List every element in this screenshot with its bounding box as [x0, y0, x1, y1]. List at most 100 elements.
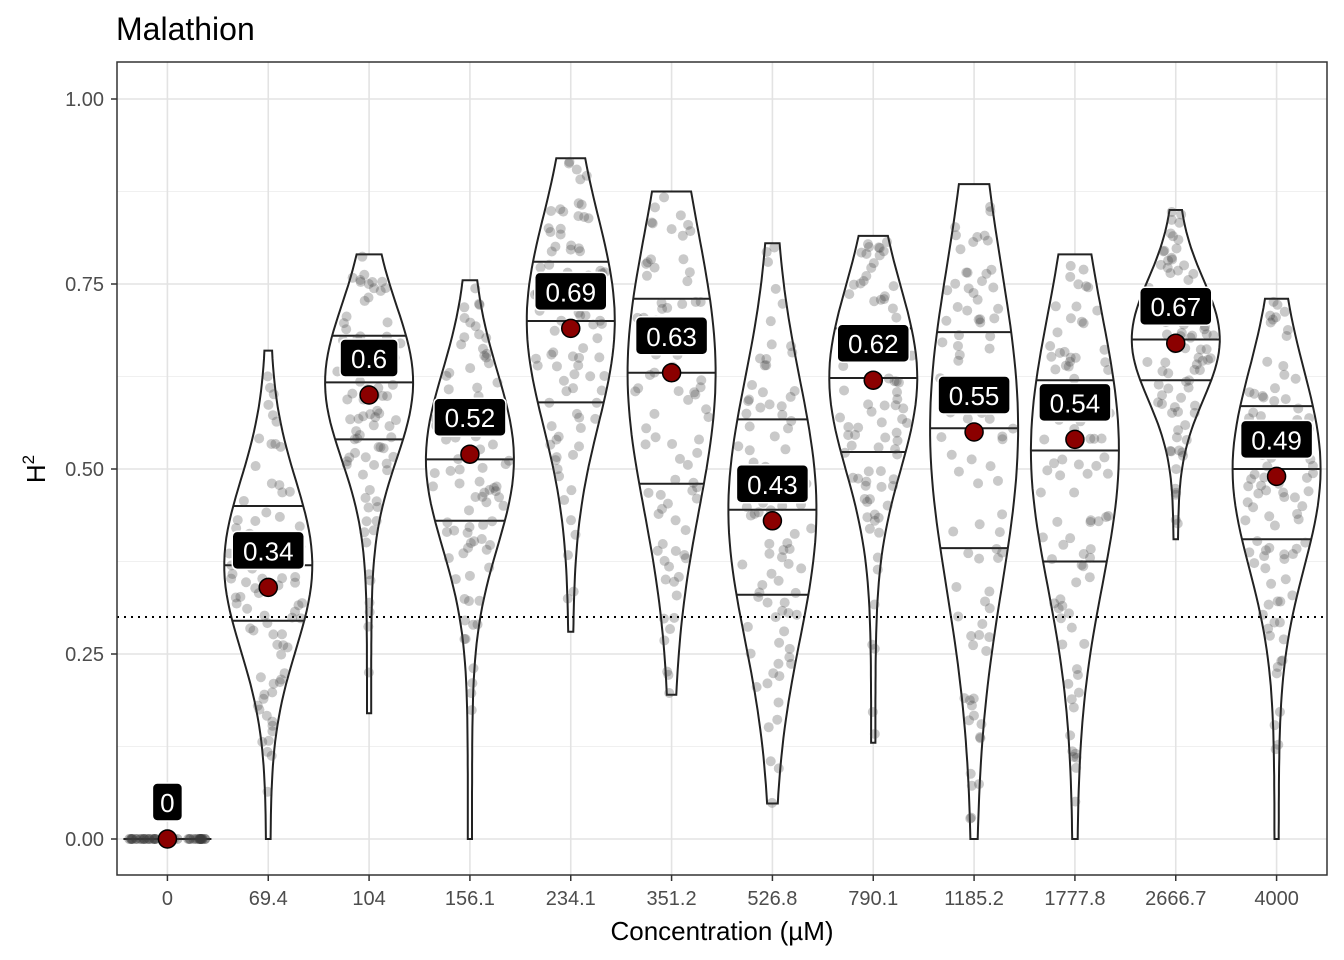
data-point [467, 678, 478, 689]
data-point [1170, 483, 1181, 494]
data-point [1249, 469, 1260, 480]
data-point [866, 262, 877, 273]
data-point [1176, 392, 1187, 403]
data-point [663, 669, 674, 680]
data-point [762, 597, 773, 608]
data-point [682, 276, 693, 287]
data-point [1157, 366, 1168, 377]
data-point [763, 257, 774, 268]
median-label-box [231, 530, 305, 571]
data-point [1054, 347, 1065, 358]
data-point [966, 780, 977, 791]
data-point [266, 478, 277, 489]
data-point [1171, 464, 1182, 475]
data-point [875, 466, 886, 477]
data-point [769, 242, 780, 253]
data-point [575, 174, 586, 185]
data-point [1173, 425, 1184, 436]
data-point [902, 417, 913, 428]
data-point [580, 310, 591, 321]
data-point [360, 492, 371, 503]
data-point [342, 456, 353, 467]
data-point [274, 480, 285, 491]
data-point [458, 548, 469, 559]
data-point [953, 355, 964, 366]
data-point [242, 603, 253, 614]
data-point [1264, 630, 1275, 641]
data-point [660, 574, 671, 585]
data-point [786, 658, 797, 669]
data-point [558, 375, 569, 386]
data-point [1049, 458, 1060, 469]
violin-group-351.2 [626, 190, 717, 699]
data-point [835, 412, 846, 423]
data-point [759, 360, 770, 371]
data-point [1085, 433, 1096, 444]
data-point [783, 607, 794, 618]
data-point [377, 276, 388, 287]
data-point [1274, 617, 1285, 628]
data-point [1045, 340, 1056, 351]
data-point [568, 449, 579, 460]
data-point [266, 750, 277, 761]
data-point [997, 431, 1008, 442]
data-point [892, 394, 903, 405]
data-point [1166, 214, 1177, 225]
data-point [293, 600, 304, 611]
data-point [659, 192, 670, 203]
data-point [972, 294, 983, 305]
data-point [1065, 271, 1076, 282]
data-point [1260, 545, 1271, 556]
data-point [1170, 514, 1181, 525]
data-point [382, 317, 393, 328]
data-point [1070, 796, 1081, 807]
data-point [864, 523, 875, 534]
data-point [441, 526, 452, 537]
data-point [267, 687, 278, 698]
data-point [561, 386, 572, 397]
data-point [874, 250, 885, 261]
data-point [1052, 327, 1063, 338]
data-point [1244, 387, 1255, 398]
data-point [474, 595, 485, 606]
data-point [372, 502, 383, 513]
data-point [1255, 411, 1266, 422]
data-point [964, 715, 975, 726]
data-point [297, 598, 308, 609]
data-point [997, 434, 1008, 445]
data-point [124, 834, 135, 844]
data-point [1063, 678, 1074, 689]
data-point [1160, 357, 1171, 368]
data-point [1057, 639, 1068, 650]
data-point [131, 834, 142, 844]
data-point [1085, 515, 1096, 526]
data-point [777, 409, 788, 420]
data-point [342, 394, 353, 405]
data-point [669, 612, 680, 623]
data-point [364, 597, 375, 608]
data-point [1085, 517, 1096, 528]
data-point [1278, 634, 1289, 645]
data-point [862, 512, 873, 523]
data-point [1253, 488, 1264, 499]
data-point [981, 645, 992, 656]
data-point [751, 682, 762, 693]
data-point [864, 242, 875, 253]
data-point [454, 478, 465, 489]
data-point [443, 553, 454, 564]
data-point [669, 576, 680, 587]
data-point [1169, 402, 1180, 413]
data-point [565, 244, 576, 255]
data-point [703, 412, 714, 423]
data-point [1194, 365, 1205, 376]
data-point [964, 695, 975, 706]
data-point [144, 834, 155, 844]
data-point [592, 333, 603, 344]
data-point [657, 303, 668, 314]
median-point [1266, 466, 1287, 487]
data-point [1069, 373, 1080, 384]
data-point [747, 380, 758, 391]
data-point [232, 515, 243, 526]
data-point [741, 502, 752, 513]
data-point [948, 526, 959, 537]
